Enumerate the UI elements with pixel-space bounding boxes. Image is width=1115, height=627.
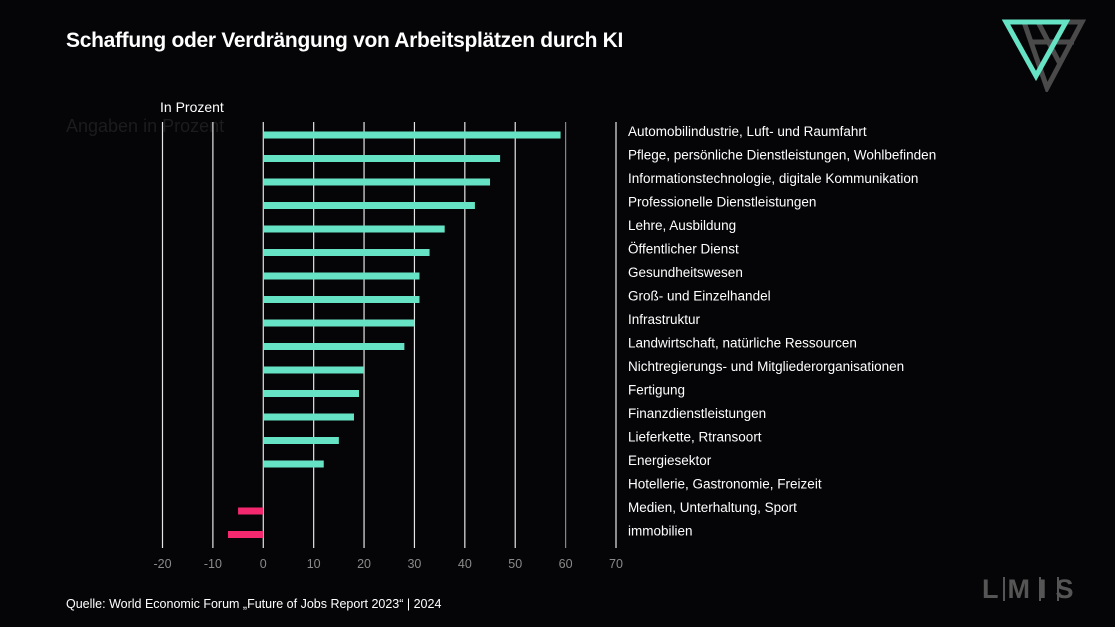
- category-label: Nichtregierungs- und Mitgliederorganisat…: [628, 359, 904, 374]
- category-label: Finanzdienstleistungen: [628, 406, 766, 421]
- bar: [263, 272, 420, 280]
- x-tick-label: 0: [260, 557, 267, 571]
- bar: [263, 178, 491, 186]
- page-title: Schaffung oder Verdrängung von Arbeitspl…: [66, 29, 624, 52]
- x-tick-label: 40: [458, 557, 472, 571]
- category-label: Hotellerie, Gastronomie, Freizeit: [628, 477, 822, 492]
- ghost-unit-label: Angaben in Prozent: [66, 116, 225, 136]
- bar: [263, 155, 501, 162]
- lmis-separator: [1003, 577, 1005, 601]
- category-label: Medien, Unterhaltung, Sport: [628, 500, 797, 515]
- lmis-logo-text: LMIS: [982, 574, 1083, 604]
- x-tick-label: 60: [559, 557, 573, 571]
- category-label: Fertigung: [628, 383, 685, 398]
- x-tick-label: 20: [357, 557, 371, 571]
- bar: [263, 225, 445, 233]
- category-label: Infrastruktur: [628, 312, 701, 327]
- category-label: Gesundheitswesen: [628, 265, 743, 280]
- category-label: Automobilindustrie, Luft- und Raumfahrt: [628, 124, 867, 139]
- x-tick-label: -20: [153, 557, 171, 571]
- x-tick-label: 30: [407, 557, 421, 571]
- bar: [263, 437, 339, 444]
- bar: [263, 131, 561, 139]
- bar: [263, 343, 405, 350]
- bar: [263, 296, 420, 303]
- category-label: Lehre, Ausbildung: [628, 218, 736, 233]
- bar: [263, 249, 430, 256]
- x-tick-label: 50: [508, 557, 522, 571]
- bar: [263, 202, 475, 209]
- lmis-separator: [1039, 577, 1041, 601]
- bar: [238, 507, 264, 515]
- unit-label: In Prozent: [160, 99, 224, 115]
- category-label: Energiesektor: [628, 453, 712, 468]
- x-tick-label: -10: [204, 557, 222, 571]
- category-label: Lieferkette, Rtransoort: [628, 430, 762, 445]
- source-note: Quelle: World Economic Forum „Future of …: [66, 597, 442, 611]
- x-tick-label: 10: [307, 557, 321, 571]
- bar: [228, 531, 264, 538]
- brand-triangle-logo-icon: [1001, 19, 1086, 92]
- bar: [263, 390, 360, 397]
- bar: [263, 319, 415, 327]
- bar: [263, 366, 365, 374]
- category-label: Öffentlicher Dienst: [628, 242, 739, 257]
- category-label: immobilien: [628, 524, 693, 539]
- category-label: Pflege, persönliche Dienstleistungen, Wo…: [628, 148, 936, 163]
- bar: [263, 413, 354, 421]
- category-label: Landwirtschaft, natürliche Ressourcen: [628, 336, 857, 351]
- category-label: Informationstechnologie, digitale Kommun…: [628, 171, 918, 186]
- lmis-separator: [1057, 577, 1059, 601]
- category-label: Professionelle Dienstleistungen: [628, 195, 816, 210]
- x-tick-label: 70: [609, 557, 623, 571]
- bar: [263, 460, 324, 468]
- lmis-logo: LMIS: [982, 574, 1092, 604]
- category-label: Groß- und Einzelhandel: [628, 289, 771, 304]
